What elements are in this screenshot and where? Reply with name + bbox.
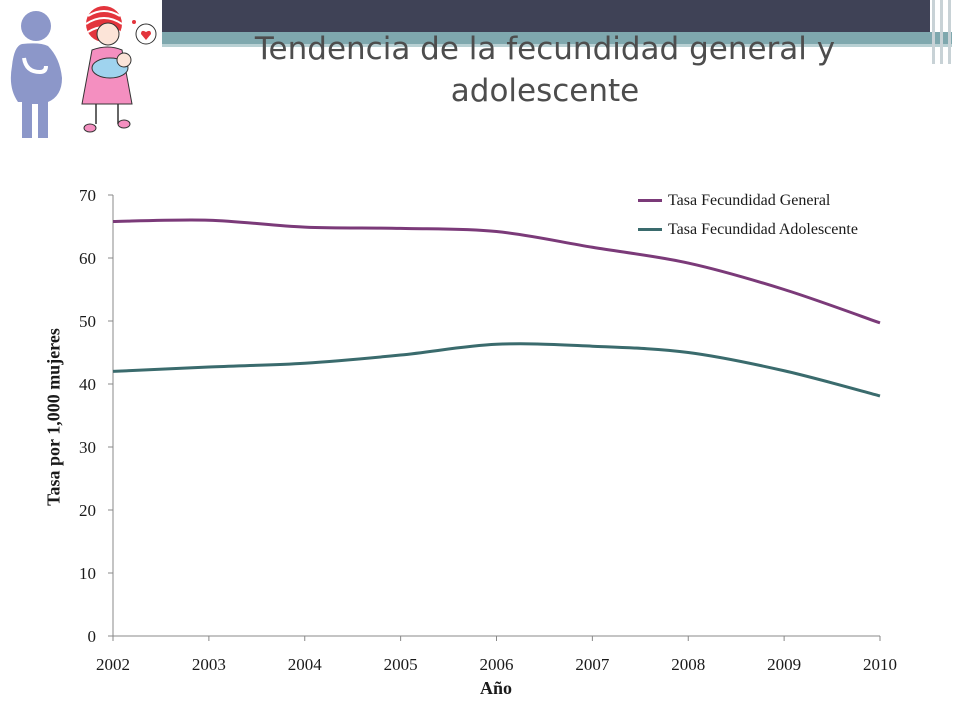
legend-swatch-adolescente: [638, 228, 662, 231]
legend-label-general: Tasa Fecundidad General: [668, 191, 831, 209]
header-accent-stripe: [162, 44, 952, 47]
x-tick-label: 2009: [767, 655, 801, 674]
y-tick-label: 40: [79, 375, 96, 394]
header-accent-bar: [162, 32, 952, 44]
x-tick-label: 2003: [192, 655, 226, 674]
line-chart: 0 10 20 30 40 50 60 70 2002 2003 2004 2005 2006 2007 2…: [79, 186, 897, 674]
mother-with-baby-icon: [81, 6, 157, 133]
header-bar: [162, 0, 930, 32]
y-tick-label: 20: [79, 501, 96, 520]
y-tick-label: 50: [79, 312, 96, 331]
x-tick-label: 2002: [96, 655, 130, 674]
legend-item-general: Tasa Fecundidad General: [638, 186, 858, 215]
legend-swatch-general: [638, 199, 662, 202]
x-tick-label: 2005: [384, 655, 418, 674]
x-tick-label: 2006: [480, 655, 514, 674]
corner-stripe: [948, 0, 951, 64]
y-tick-label: 30: [79, 438, 96, 457]
x-tick-label: 2008: [671, 655, 705, 674]
corner-stripe: [932, 0, 935, 64]
corner-stripe: [940, 0, 943, 64]
series-line-general: [112, 218, 881, 325]
legend-item-adolescente: Tasa Fecundidad Adolescente: [638, 215, 858, 244]
header-rule: [760, 50, 890, 52]
y-tick-label: 0: [88, 627, 97, 646]
x-tick-label: 2007: [575, 655, 610, 674]
pregnant-woman-icon: [10, 11, 62, 139]
series-line-adolescente: [112, 342, 881, 398]
x-tick-label: 2004: [288, 655, 323, 674]
y-tick-label: 60: [79, 249, 96, 268]
y-axis-label: Tasa por 1,000 mujeres: [43, 328, 64, 506]
y-tick-label: 70: [79, 186, 96, 205]
slide-title: Tendencia de la fecundidad general y ado…: [254, 31, 836, 109]
x-axis-label: Año: [479, 678, 513, 698]
y-tick-label: 10: [79, 564, 96, 583]
x-tick-label: 2010: [863, 655, 897, 674]
chart-legend: Tasa Fecundidad General Tasa Fecundidad …: [638, 186, 858, 244]
legend-label-adolescente: Tasa Fecundidad Adolescente: [668, 220, 858, 238]
